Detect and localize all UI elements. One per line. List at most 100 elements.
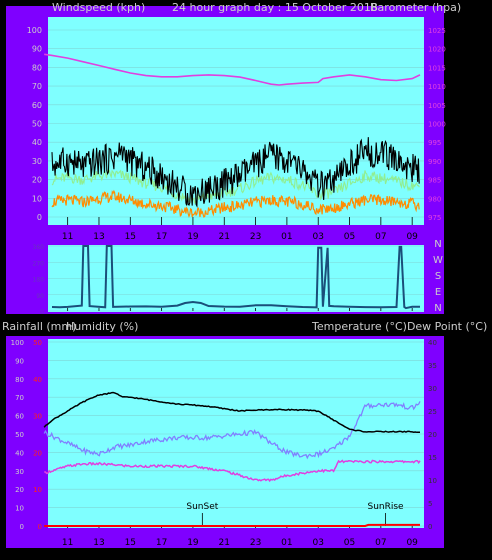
tick-x-temp: 23: [250, 538, 261, 548]
tick-left-humidity: 0: [20, 523, 24, 531]
tick-right-temp: 40: [428, 339, 437, 347]
series-wind-avg: [51, 168, 420, 205]
tick-left-humidity: 100: [11, 339, 24, 347]
tick-left-humidity: 60: [15, 413, 24, 421]
tick-x-wind: 21: [219, 232, 230, 242]
tick-left-humidity: 40: [15, 449, 24, 457]
tick-right-temp: 30: [428, 385, 437, 393]
tick-left-rain: 40: [33, 376, 42, 384]
tick-right-temp: 0: [428, 523, 432, 531]
header-temp-dew: Temperature (°C)Dew Point (°C): [311, 320, 487, 333]
series-wind-direction: [51, 245, 421, 310]
header-center: 24 hour graph day : 15 October 2018: [172, 1, 378, 14]
direction-label: N: [434, 239, 441, 250]
header-humidity: Humidity (%): [66, 320, 138, 333]
tick-left-wind: 50: [32, 120, 42, 129]
tick-x-temp: 21: [219, 538, 230, 548]
tick-left-humidity: 80: [15, 376, 24, 384]
tick-left-direction: 0: [40, 309, 44, 316]
sun-label: SunSet: [186, 502, 218, 512]
tick-left-wind: 20: [32, 176, 42, 185]
tick-right-temp: 5: [428, 500, 432, 508]
tick-left-rain: 20: [33, 449, 42, 457]
tick-x-temp: 13: [93, 538, 104, 548]
tick-x-wind: 19: [187, 232, 199, 242]
tick-x-temp: 15: [125, 538, 136, 548]
tick-right-baro: 975: [428, 214, 441, 222]
direction-label: E: [435, 287, 441, 298]
tick-left-wind: 10: [32, 194, 42, 203]
tick-left-humidity: 70: [15, 394, 24, 402]
tick-x-wind: 05: [344, 232, 355, 242]
series-dew-point: [44, 459, 421, 483]
series-wind-gust: [51, 137, 420, 208]
series-barometer: [44, 53, 421, 86]
series-temperature: [43, 391, 420, 434]
tick-x-temp: 07: [375, 538, 386, 548]
tick-left-humidity: 30: [15, 468, 24, 476]
tick-left-wind: 40: [32, 138, 42, 147]
sun-label: SunRise: [367, 502, 404, 512]
tick-left-rain: 10: [33, 486, 42, 494]
direction-label: S: [435, 271, 441, 282]
tick-right-baro: 980: [428, 195, 441, 203]
tick-x-temp: 05: [344, 538, 355, 548]
tick-left-wind: 30: [32, 157, 42, 166]
tick-left-direction: 270: [33, 260, 45, 267]
tick-right-temp: 10: [428, 477, 437, 485]
tick-x-temp: 03: [312, 538, 323, 548]
tick-left-direction: 90: [36, 293, 44, 300]
tick-right-temp: 15: [428, 454, 437, 462]
tick-right-baro: 1010: [428, 83, 446, 91]
tick-x-temp: 11: [62, 538, 73, 548]
tick-left-wind: 90: [32, 45, 42, 54]
tick-left-direction: 360: [33, 244, 45, 251]
tick-x-wind: 23: [250, 232, 261, 242]
tick-left-humidity: 50: [15, 431, 24, 439]
series-humidity: [43, 401, 421, 460]
tick-left-rain: 30: [33, 413, 42, 421]
tick-x-temp: 09: [406, 538, 418, 548]
tick-right-temp: 35: [428, 362, 437, 370]
tick-x-wind: 11: [62, 232, 73, 242]
tick-left-wind: 60: [32, 101, 42, 110]
tick-x-wind: 15: [125, 232, 136, 242]
tick-x-wind: 07: [375, 232, 386, 242]
tick-left-rain: 0: [38, 523, 42, 531]
tick-right-baro: 1015: [428, 64, 446, 72]
tick-x-wind: 13: [93, 232, 104, 242]
tick-right-baro: 985: [428, 177, 441, 185]
tick-right-temp: 20: [428, 431, 437, 439]
header-rainfall: Rainfall (mm): [2, 320, 76, 333]
tick-right-temp: 25: [428, 408, 437, 416]
tick-left-wind: 100: [27, 26, 42, 35]
direction-label: W: [433, 255, 443, 266]
tick-left-wind: 70: [32, 82, 42, 91]
tick-right-baro: 995: [428, 139, 441, 147]
tick-right-baro: 1005: [428, 102, 446, 110]
series-wind-low: [51, 189, 420, 218]
tick-left-humidity: 10: [15, 505, 24, 513]
header-left: Windspeed (kph): [52, 1, 145, 14]
tick-left-wind: 80: [32, 63, 42, 72]
tick-left-wind: 0: [37, 213, 42, 222]
tick-left-rain: 50: [33, 339, 42, 347]
tick-x-wind: 03: [312, 232, 323, 242]
tick-x-wind: 17: [156, 232, 167, 242]
tick-left-direction: 180: [33, 277, 45, 284]
tick-x-wind: 09: [406, 232, 418, 242]
tick-x-temp: 19: [187, 538, 199, 548]
tick-left-humidity: 90: [15, 357, 24, 365]
header-right: Barometer (hpa): [370, 1, 461, 14]
tick-x-temp: 17: [156, 538, 167, 548]
series-rainfall: [44, 523, 420, 527]
tick-right-baro: 1025: [428, 27, 446, 35]
tick-right-baro: 1020: [428, 46, 446, 54]
tick-left-humidity: 20: [15, 486, 24, 494]
tick-right-baro: 990: [428, 158, 441, 166]
tick-x-temp: 01: [281, 538, 292, 548]
direction-label: N: [434, 303, 441, 314]
tick-x-wind: 01: [281, 232, 292, 242]
